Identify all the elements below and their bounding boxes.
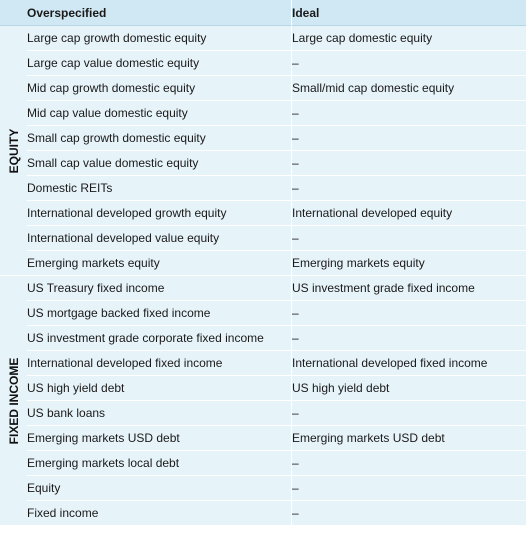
overspecified-cell: International developed fixed income xyxy=(27,351,292,376)
table-row: EQUITY Large cap growth domestic equity La… xyxy=(0,26,526,276)
ideal-cell: Large cap domestic equity xyxy=(292,26,526,51)
table-row: Small cap growth domestic equity – xyxy=(0,126,526,151)
overspecified-cell: Equity xyxy=(27,476,292,501)
overspecified-cell: Emerging markets equity xyxy=(27,251,292,276)
table-row: Emerging markets USD debt Emerging market… xyxy=(0,426,526,451)
ideal-cell: Emerging markets equity xyxy=(292,251,526,276)
overspecified-cell: US investment grade corporate fixed inco… xyxy=(27,326,292,351)
ideal-cell: International developed equity xyxy=(292,201,526,226)
table-row: Large cap value domestic equity – xyxy=(0,51,526,76)
ideal-cell: Emerging markets USD debt xyxy=(292,426,526,451)
table-row: Mid cap growth domestic equity Small/mid … xyxy=(0,76,526,101)
ideal-cell: – xyxy=(292,151,526,176)
ideal-cell: – xyxy=(292,326,526,351)
overspecified-cell: Small cap value domestic equity xyxy=(27,151,292,176)
group-label: EQUITY xyxy=(6,128,21,173)
table-row: International developed fixed income Inte… xyxy=(0,351,526,376)
table-row: International developed value equity – xyxy=(0,226,526,251)
ideal-cell: – xyxy=(292,126,526,151)
overspecified-cell: Mid cap growth domestic equity xyxy=(27,76,292,101)
table-row: FIXED INCOME US Treasury fixed income US i… xyxy=(0,276,526,526)
overspecified-cell: US bank loans xyxy=(27,401,292,426)
overspecified-cell: US Treasury fixed income xyxy=(27,276,292,301)
ideal-cell: – xyxy=(292,226,526,251)
ideal-cell: US high yield debt xyxy=(292,376,526,401)
table-row: US mortgage backed fixed income – xyxy=(0,301,526,326)
table-row: US investment grade corporate fixed inco… xyxy=(0,326,526,351)
overspecified-cell: Large cap growth domestic equity xyxy=(27,26,292,51)
overspecified-cell: Mid cap value domestic equity xyxy=(27,101,292,126)
ideal-cell: – xyxy=(292,51,526,76)
group-label: FIXED INCOME xyxy=(6,357,21,444)
header-ideal: Ideal xyxy=(292,0,526,26)
table-row: Emerging markets local debt – xyxy=(0,451,526,476)
overspecified-cell: International developed growth equity xyxy=(27,201,292,226)
table-row: US bank loans – xyxy=(0,401,526,426)
table-row: US high yield debt US high yield debt xyxy=(0,376,526,401)
overspecified-cell: International developed value equity xyxy=(27,226,292,251)
ideal-cell: International developed fixed income xyxy=(292,351,526,376)
header-overspecified: Overspecified xyxy=(27,0,292,26)
group-cell: FIXED INCOME xyxy=(0,276,27,526)
table-row: International developed growth equity Int… xyxy=(0,201,526,226)
ideal-cell: Small/mid cap domestic equity xyxy=(292,76,526,101)
table-row: Small cap value domestic equity – xyxy=(0,151,526,176)
ideal-cell: – xyxy=(292,476,526,501)
ideal-cell: – xyxy=(292,176,526,201)
overspecified-cell: Emerging markets local debt xyxy=(27,451,292,476)
table-header-row: Overspecified Ideal xyxy=(0,0,526,26)
table-row: Fixed income – xyxy=(0,501,526,526)
table-row: Emerging markets equity Emerging markets … xyxy=(0,251,526,276)
overspecified-cell: US mortgage backed fixed income xyxy=(27,301,292,326)
overspecified-cell: Domestic REITs xyxy=(27,176,292,201)
ideal-cell: – xyxy=(292,501,526,526)
ideal-cell: – xyxy=(292,301,526,326)
overspecified-cell: Small cap growth domestic equity xyxy=(27,126,292,151)
overspecified-cell: Large cap value domestic equity xyxy=(27,51,292,76)
ideal-cell: – xyxy=(292,451,526,476)
table-row: Domestic REITs – xyxy=(0,176,526,201)
table-row: Mid cap value domestic equity – xyxy=(0,101,526,126)
overspecified-cell: Fixed income xyxy=(27,501,292,526)
table-row: Equity – xyxy=(0,476,526,501)
group-cell: EQUITY xyxy=(0,26,27,276)
header-corner xyxy=(0,0,27,26)
ideal-cell: US investment grade fixed income xyxy=(292,276,526,301)
overspecified-cell: US high yield debt xyxy=(27,376,292,401)
table-body: EQUITY Large cap growth domestic equity La… xyxy=(0,26,526,526)
ideal-cell: – xyxy=(292,401,526,426)
overspecified-cell: Emerging markets USD debt xyxy=(27,426,292,451)
ideal-cell: – xyxy=(292,101,526,126)
